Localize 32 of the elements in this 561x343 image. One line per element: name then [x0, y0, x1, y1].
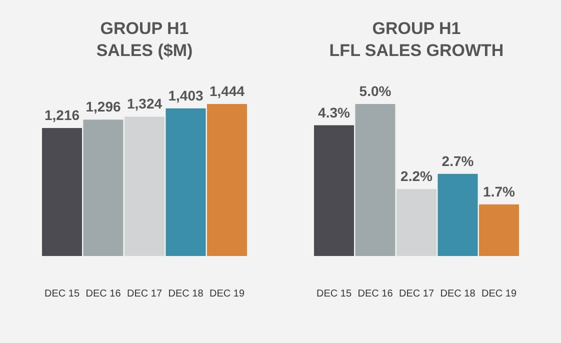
x-tick-label: DEC 19: [481, 288, 517, 300]
x-tick-label: DEC 17: [126, 288, 162, 300]
data-label: 1,216: [44, 107, 80, 123]
x-tick-label: DEC 16: [86, 288, 122, 300]
bar: [314, 125, 354, 256]
data-label: 2.2%: [400, 168, 433, 184]
bar: [166, 108, 206, 256]
x-tick-label: DEC 16: [358, 288, 394, 300]
data-label: 1.7%: [483, 183, 516, 200]
chart-title: GROUP H1 LFL SALES GROWTH: [329, 19, 504, 60]
chart-title: GROUP H1 SALES ($M): [96, 19, 193, 60]
data-label: 1,444: [209, 83, 245, 99]
bar: [396, 189, 437, 256]
data-label: 1,403: [168, 87, 204, 104]
bar: [438, 174, 478, 256]
x-tick-label: DEC 18: [440, 288, 476, 300]
x-tick-label: DEC 15: [316, 288, 352, 300]
data-label: 2.7%: [442, 152, 474, 169]
x-tick-label: DEC 17: [398, 288, 434, 300]
bar: [83, 120, 124, 256]
x-tick-label: DEC 18: [168, 288, 204, 300]
bar: [355, 104, 396, 256]
bar: [42, 128, 82, 256]
x-tick-label: DEC 19: [209, 288, 245, 300]
data-label: 4.3%: [318, 104, 351, 120]
x-tick-label: DEC 15: [44, 288, 80, 300]
data-label: 5.0%: [359, 83, 392, 99]
data-label: 1,324: [126, 96, 162, 112]
bar: [124, 116, 165, 256]
bar: [478, 204, 519, 256]
bar: [206, 104, 247, 256]
data-label: 1,296: [86, 98, 121, 115]
